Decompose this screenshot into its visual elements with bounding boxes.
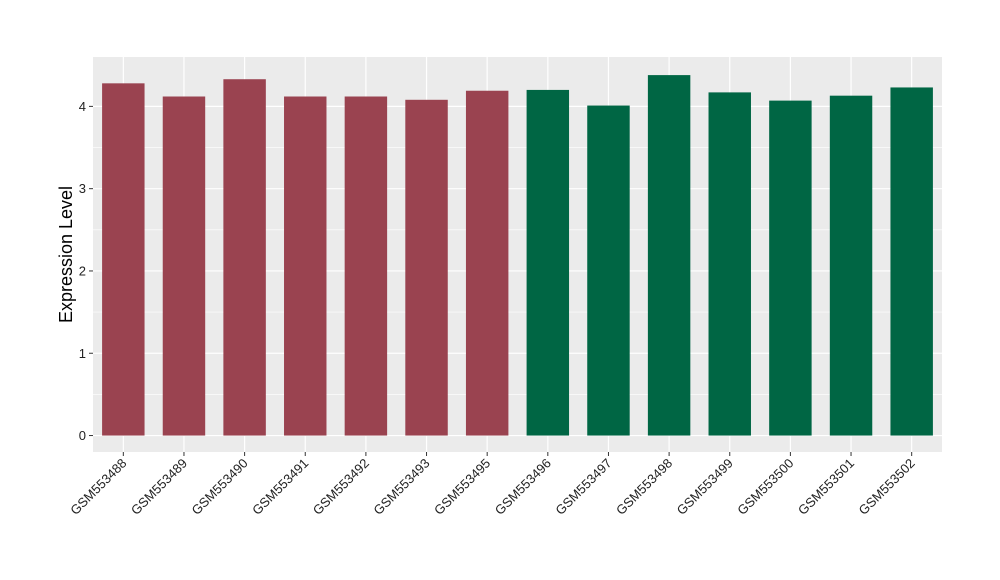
bar-GSM553488 bbox=[102, 83, 145, 436]
x-tick-label: GSM553493 bbox=[370, 456, 432, 518]
x-tick-label: GSM553500 bbox=[734, 456, 796, 518]
bar-GSM553493 bbox=[405, 99, 448, 436]
bar-GSM553489 bbox=[162, 96, 206, 436]
plot-panel bbox=[93, 57, 942, 452]
x-tick-label: GSM553497 bbox=[552, 456, 614, 518]
x-tick-label: GSM553502 bbox=[856, 456, 918, 518]
x-tick-label: GSM553491 bbox=[249, 456, 311, 518]
bar-GSM553490 bbox=[223, 79, 266, 436]
x-tick-label: GSM553489 bbox=[128, 456, 190, 518]
y-tick-label: 3 bbox=[79, 181, 86, 196]
x-tick-label: GSM553492 bbox=[310, 456, 372, 518]
bar-GSM553500 bbox=[769, 100, 812, 436]
bar-GSM553495 bbox=[465, 90, 509, 436]
bar-GSM553498 bbox=[647, 75, 691, 436]
bar-GSM553497 bbox=[587, 105, 630, 436]
bar-GSM553499 bbox=[708, 92, 751, 436]
bar-GSM553501 bbox=[829, 95, 873, 436]
x-axis: GSM553488GSM553489GSM553490GSM553491GSM5… bbox=[67, 452, 918, 518]
y-axis-title: Expression Level bbox=[56, 186, 76, 323]
x-tick-label: GSM553501 bbox=[795, 456, 857, 518]
x-tick-label: GSM553488 bbox=[67, 456, 129, 518]
y-tick-label: 4 bbox=[79, 99, 86, 114]
bars bbox=[102, 75, 933, 436]
x-tick-label: GSM553498 bbox=[613, 456, 675, 518]
bar-GSM553496 bbox=[526, 89, 570, 436]
y-tick-label: 1 bbox=[79, 346, 86, 361]
x-tick-label: GSM553495 bbox=[431, 456, 493, 518]
bar-GSM553492 bbox=[344, 96, 388, 436]
x-tick-label: GSM553496 bbox=[492, 456, 554, 518]
bar-GSM553491 bbox=[284, 96, 327, 436]
y-tick-label: 0 bbox=[79, 428, 86, 443]
y-tick-label: 2 bbox=[79, 263, 86, 278]
y-axis: 0 1 2 3 4 bbox=[79, 99, 93, 443]
x-tick-label: GSM553490 bbox=[189, 456, 251, 518]
x-tick-label: GSM553499 bbox=[674, 456, 736, 518]
bar-GSM553502 bbox=[890, 87, 933, 436]
